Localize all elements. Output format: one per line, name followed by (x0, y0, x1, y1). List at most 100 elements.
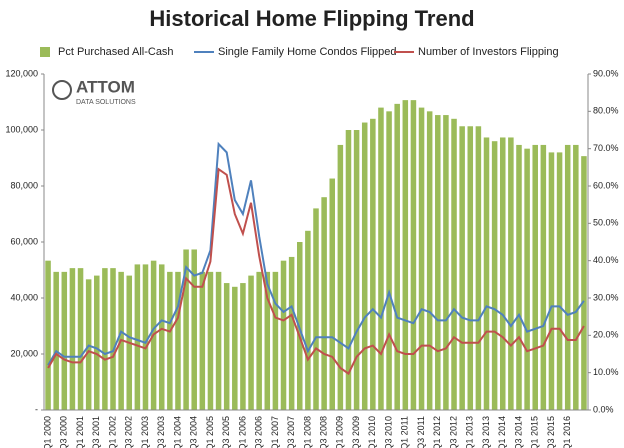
bar (313, 208, 319, 410)
bar (191, 249, 197, 410)
bar (402, 100, 409, 410)
bar (475, 126, 482, 411)
x-tick-label: Q1 2010 (367, 416, 377, 448)
x-tick-label: Q1 2012 (432, 416, 442, 448)
y-tick-label: 40,000 (10, 292, 38, 302)
bar (45, 260, 51, 410)
x-tick-label: Q3 2008 (318, 416, 328, 448)
x-tick-label: Q3 2005 (221, 416, 231, 448)
x-tick-label: Q3 2009 (351, 416, 361, 448)
x-tick-label: Q3 2014 (513, 416, 523, 448)
logo-tagline: DATA SOLUTIONS (76, 99, 136, 106)
bar (167, 271, 173, 410)
y2-tick-label: 10.0% (593, 367, 619, 377)
logo-icon (52, 80, 72, 100)
x-tick-label: Q1 2002 (107, 416, 117, 448)
y2-tick-label: 20.0% (593, 330, 619, 340)
x-tick-label: Q3 2000 (59, 416, 69, 448)
x-tick-label: Q1 2009 (335, 416, 345, 448)
bar (280, 260, 287, 410)
x-tick-label: Q3 2013 (481, 416, 491, 448)
logo-name: ATTOM (76, 77, 135, 96)
x-tick-label: Q3 2010 (383, 416, 393, 448)
y-tick-label: 100,000 (5, 124, 38, 134)
y-tick-label: - (35, 404, 38, 414)
bar (199, 271, 206, 410)
y-tick-label: 60,000 (10, 236, 38, 246)
y-tick-label: 20,000 (10, 348, 38, 358)
bar (459, 126, 465, 411)
bar (215, 271, 222, 410)
y2-tick-label: 30.0% (593, 292, 619, 302)
y2-tick-label: 70.0% (593, 143, 619, 153)
bar (337, 144, 344, 410)
logo: ATTOM DATA SOLUTIONS (52, 77, 136, 106)
bar (175, 271, 181, 410)
y2-tick-label: 90.0% (593, 68, 619, 78)
bar (394, 103, 400, 410)
x-tick-label: Q1 2013 (465, 416, 475, 448)
bar (53, 271, 59, 410)
bar (410, 100, 417, 410)
bar (418, 107, 425, 410)
bar (548, 152, 555, 410)
x-tick-label: Q1 2003 (140, 416, 150, 448)
bar (232, 286, 238, 410)
x-tick-label: Q3 2004 (189, 416, 199, 448)
x-tick-label: Q3 2001 (91, 416, 101, 448)
bar (321, 197, 327, 410)
bar (443, 115, 449, 411)
bar (491, 141, 498, 410)
x-tick-label: Q1 2016 (562, 416, 572, 448)
bar (134, 264, 141, 410)
bar (248, 275, 254, 410)
line (47, 167, 585, 376)
bar (240, 283, 246, 410)
y2-tick-label: 0.0% (593, 404, 614, 414)
x-tick-label: Q1 2008 (302, 416, 312, 448)
bar (508, 137, 514, 410)
x-tick-label: Q1 2006 (237, 416, 247, 448)
y-tick-label: 80,000 (10, 180, 38, 190)
x-tick-label: Q1 2004 (172, 416, 182, 448)
bar (272, 271, 279, 410)
bar (94, 275, 100, 410)
bar (207, 271, 214, 410)
bar (516, 144, 522, 410)
y2-tick-label: 40.0% (593, 255, 619, 265)
bar (370, 118, 376, 411)
bar (345, 130, 352, 410)
x-tick-label: Q3 2015 (546, 416, 556, 448)
bar (540, 144, 547, 410)
bar (386, 111, 392, 410)
bar (361, 122, 368, 411)
bar (329, 178, 335, 410)
y2-tick-label: 50.0% (593, 218, 619, 228)
x-tick-label: Q1 2015 (530, 416, 540, 448)
legend-label: Number of Investors Flipping (418, 46, 559, 58)
legend-label: Pct Purchased All-Cash (58, 46, 174, 58)
x-tick-label: Q3 2007 (286, 416, 296, 448)
bar (532, 144, 538, 410)
bar (77, 268, 84, 410)
bar (524, 148, 530, 410)
chart-title: Historical Home Flipping Trend (149, 6, 474, 31)
bar (102, 268, 108, 410)
bar (564, 144, 571, 410)
bar (435, 115, 441, 411)
bar (426, 111, 433, 410)
bar (69, 268, 76, 410)
y2-tick-label: 80.0% (593, 106, 619, 116)
legend-swatch (40, 47, 50, 57)
x-tick-label: Q1 2005 (205, 416, 215, 448)
line (47, 141, 585, 366)
bar (499, 137, 506, 410)
y2-tick-label: 60.0% (593, 180, 619, 190)
x-tick-label: Q3 2002 (124, 416, 134, 448)
bar (183, 249, 189, 410)
bar (353, 130, 360, 410)
bar (305, 230, 311, 410)
x-tick-label: Q1 2000 (42, 416, 52, 448)
legend-label: Single Family Home Condos Flipped (218, 46, 397, 58)
